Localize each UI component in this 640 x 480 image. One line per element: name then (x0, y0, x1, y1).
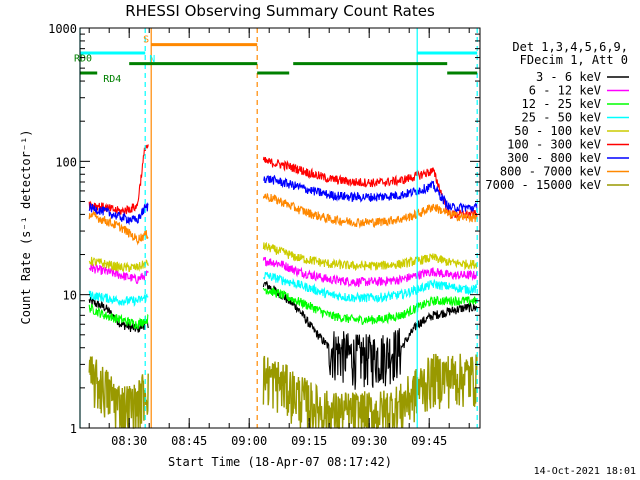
series-line-800-7000-kev (88, 193, 478, 246)
legend-label: 100 - 300 keV (507, 138, 601, 152)
chart-title: RHESSI Observing Summary Count Rates (125, 2, 435, 20)
x-tick-label: 08:45 (171, 434, 207, 448)
series-line-6-12-kev (88, 256, 478, 288)
x-tick-label: 09:00 (231, 434, 267, 448)
series-line-300-800-kev (88, 174, 478, 226)
y-axis: 1 10 100 1000 (48, 22, 480, 436)
y-tick-label: 100 (55, 155, 77, 169)
x-axis: 08:30 08:45 09:00 09:15 09:30 09:45 (88, 28, 470, 448)
series-line-100-300-kev (88, 144, 478, 220)
legend: Det 1,3,4,5,6,9,FDecim 1, Att 0 3 - 6 keV… (485, 40, 629, 192)
x-tick-label: 08:30 (111, 434, 147, 448)
series-line-25-50-kev (88, 272, 478, 307)
state-label-n: N (149, 54, 155, 65)
legend-label: 6 - 12 keV (529, 84, 601, 98)
x-axis-label: Start Time (18-Apr-07 08:17:42) (168, 455, 392, 469)
x-tick-label: 09:30 (351, 434, 387, 448)
legend-label: 50 - 100 keV (514, 124, 601, 138)
series-line-50-100-kev (88, 241, 478, 273)
series-line-7000-15000-kev (88, 353, 478, 429)
footer-timestamp: 14-Oct-2021 18:01 (534, 466, 636, 477)
state-label-s: S (143, 35, 149, 46)
y-tick-label: 10 (63, 289, 77, 303)
legend-label: 12 - 25 keV (522, 97, 601, 111)
legend-header: Det 1,3,4,5,6,9, (512, 40, 628, 54)
plot-frame (79, 27, 481, 429)
legend-label: 3 - 6 keV (536, 70, 601, 84)
state-label-rd0: RD0 (74, 54, 92, 65)
y-tick-label: 1 (70, 422, 77, 436)
series-line-12-25-kev (88, 287, 478, 330)
legend-label: 800 - 7000 keV (500, 165, 601, 179)
x-tick-label: 09:15 (291, 434, 327, 448)
y-tick-label: 1000 (48, 22, 77, 36)
legend-label: 25 - 50 keV (522, 111, 601, 125)
legend-label: 7000 - 15000 keV (485, 178, 601, 192)
legend-label: 300 - 800 keV (507, 151, 601, 165)
x-tick-label: 09:45 (411, 434, 447, 448)
legend-header: FDecim 1, Att 0 (520, 53, 628, 67)
state-label-rd4: RD4 (103, 74, 121, 85)
plot-area: SN RD0 RD4 (74, 27, 481, 429)
y-axis-label: Count Rate (s⁻¹ detector⁻¹) (19, 129, 33, 324)
